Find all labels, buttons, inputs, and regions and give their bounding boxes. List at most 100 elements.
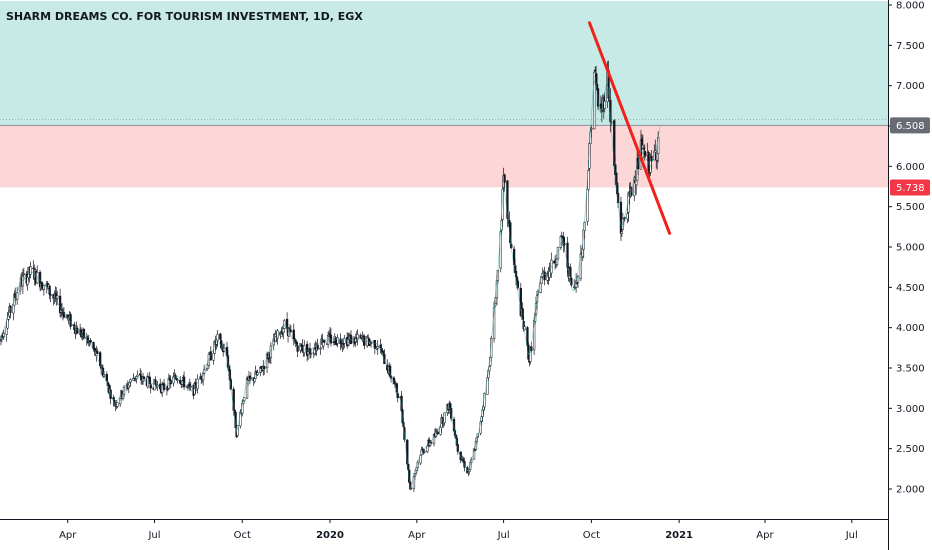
ytick-label: 6.000	[896, 162, 925, 173]
candle-up	[610, 121, 613, 123]
ytick-label: 2.500	[896, 444, 925, 455]
candle-up	[116, 402, 119, 407]
drawing-overlay[interactable]	[587, 21, 672, 235]
candle-up	[249, 377, 253, 379]
xtick-label: Jul	[845, 530, 858, 541]
candle-up	[56, 295, 59, 299]
candle-down	[316, 344, 319, 350]
candle-up	[376, 346, 379, 349]
candle-down	[89, 340, 92, 343]
ytick-label: 4.000	[896, 323, 925, 334]
candle-up	[160, 384, 164, 393]
price-axis-background	[888, 0, 932, 550]
entry-price-tag-bg	[890, 117, 930, 134]
candle-down	[232, 388, 235, 411]
candle-down	[543, 271, 546, 281]
candle-up	[620, 231, 624, 234]
candle-up	[136, 374, 139, 377]
candle-down	[82, 328, 86, 339]
candle-down	[329, 334, 333, 344]
candle-up	[129, 379, 132, 383]
candle-up	[176, 379, 179, 381]
chart-title: SHARM DREAMS CO. FOR TOURISM INVESTMENT,…	[6, 10, 363, 23]
candle-down	[292, 329, 295, 340]
candlestick-series	[0, 60, 661, 493]
xtick-label: 2020	[316, 530, 344, 541]
candle-down	[154, 379, 157, 385]
candle-up	[42, 285, 46, 290]
ytick-label: 7.500	[896, 41, 925, 52]
candle-down	[105, 373, 108, 382]
candle-down	[506, 180, 509, 219]
candle-down	[149, 384, 152, 389]
candle-up	[423, 451, 426, 453]
candle-up	[309, 353, 313, 355]
ytick-label: 4.500	[896, 283, 925, 294]
position-zones	[0, 0, 888, 188]
candle-down	[650, 155, 653, 162]
xtick-label: Jul	[147, 530, 160, 541]
price-axis: 8.0007.5007.0006.5006.0005.5005.0004.500…	[888, 0, 932, 550]
ytick-label: 2.000	[896, 485, 925, 496]
time-axis: Apr Jul Oct 2020 Apr Jul Oct 2021 Apr Jul	[0, 519, 888, 550]
take-profit-zone[interactable]	[0, 0, 888, 126]
candle-up	[593, 71, 596, 130]
candle-up	[499, 231, 502, 269]
candle-up	[490, 338, 493, 358]
xtick-label: Apr	[408, 530, 426, 541]
xtick-label: Oct	[234, 530, 251, 541]
candle-up	[253, 378, 256, 382]
candle-up	[426, 445, 429, 452]
candle-up	[603, 100, 606, 109]
candle-down	[596, 88, 600, 107]
stop-loss-zone[interactable]	[0, 125, 888, 188]
candle-down	[647, 152, 650, 171]
candle-up	[501, 188, 504, 220]
candle-down	[263, 366, 266, 370]
candle-up	[586, 188, 589, 222]
ytick-label: 3.500	[896, 364, 925, 375]
ytick-label: 3.000	[896, 404, 925, 415]
ytick-label: 8.000	[896, 1, 925, 12]
candle-up	[356, 334, 359, 339]
stop-price-tag-bg	[890, 179, 930, 196]
candle-down	[96, 350, 99, 354]
candle-down	[512, 248, 516, 266]
price-trace	[0, 77, 661, 490]
candle-up	[236, 425, 239, 436]
candle-down	[503, 174, 506, 183]
candle-up	[343, 338, 346, 344]
candle-up	[336, 337, 339, 344]
ytick-label: 5.000	[896, 243, 925, 254]
candle-down	[383, 354, 386, 365]
candle-up	[419, 455, 422, 464]
candle-down	[569, 267, 572, 277]
candle-down	[429, 442, 433, 444]
candle-down	[99, 352, 102, 366]
candle-down	[323, 340, 326, 343]
candle-down	[296, 345, 299, 352]
time-axis-background	[0, 519, 888, 550]
candle-down	[369, 342, 373, 344]
candle-up	[16, 292, 19, 300]
trendline[interactable]	[587, 21, 672, 235]
candle-down	[49, 294, 52, 296]
xtick-label: 2021	[665, 530, 693, 541]
candle-down	[219, 333, 222, 340]
candle-up	[367, 336, 370, 339]
ytick-label: 7.000	[896, 81, 925, 92]
candle-down	[182, 376, 186, 388]
candle-up	[189, 386, 192, 388]
xtick-label: Jul	[497, 530, 510, 541]
ytick-label: 5.500	[896, 202, 925, 213]
xtick-label: Apr	[756, 530, 774, 541]
candle-up	[283, 320, 286, 329]
xtick-label: Apr	[59, 530, 77, 541]
candle-up	[196, 378, 199, 389]
candle-down	[69, 314, 72, 327]
candle-up	[22, 273, 25, 275]
candle-down	[289, 330, 293, 332]
candle-up	[319, 347, 322, 350]
candle-up	[2, 333, 5, 337]
